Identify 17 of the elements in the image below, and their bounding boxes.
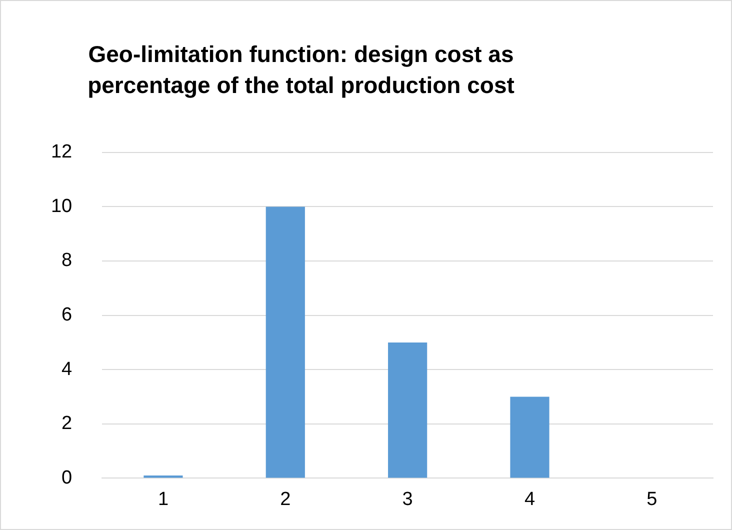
chart-title: Geo-limitation function: design cost as percentage of the total production cost	[86, 40, 516, 100]
y-tick-label: 6	[62, 304, 72, 326]
x-tick-label: 4	[524, 488, 536, 510]
y-tick-label: 4	[62, 358, 73, 380]
x-tick-label: 3	[402, 488, 413, 510]
x-tick-label: 2	[280, 488, 291, 510]
y-tick-label: 8	[62, 250, 72, 272]
bar	[510, 396, 550, 478]
x-tick-label: 1	[158, 488, 169, 510]
y-tick-label: 12	[50, 142, 72, 163]
bar	[144, 475, 183, 478]
bar	[266, 206, 305, 478]
x-tick-label: 5	[646, 488, 658, 510]
y-tick-label: 2	[62, 413, 72, 434]
y-tick-label: 10	[50, 196, 72, 217]
y-tick-label: 0	[62, 467, 72, 488]
bar	[388, 342, 428, 478]
